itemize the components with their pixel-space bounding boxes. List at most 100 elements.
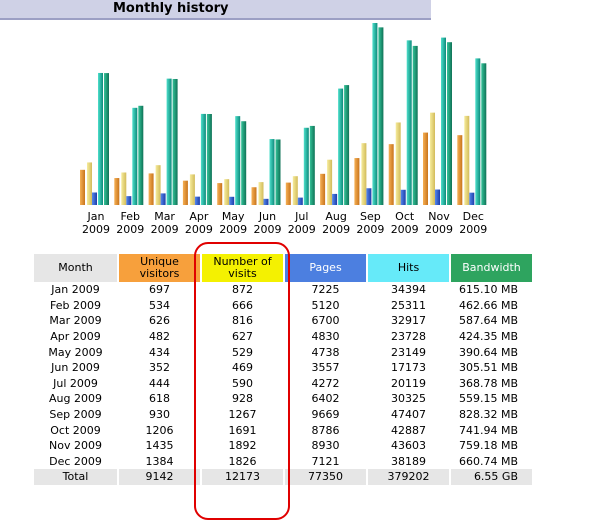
cell-pages: 9669 [311, 408, 340, 422]
cell-hits: 34394 [391, 283, 426, 297]
x-tick-label-month: Oct [395, 210, 415, 223]
cell-hits: 47407 [391, 408, 426, 422]
bar-number-of-visits-dec-2009 [464, 115, 470, 205]
x-tick-label-month: Jun [258, 210, 276, 223]
bar-bandwidth-jan-2009 [104, 73, 109, 205]
x-tick-label-month: Sep [360, 210, 381, 223]
table-row: Jun 2009 352 469 3557 17173 305.51 MB [34, 359, 532, 376]
cell-unique-visitors: 534 [149, 298, 170, 312]
cell-bandwidth: 424.35 MB [458, 330, 518, 344]
bar-pages-mar-2009 [160, 193, 166, 205]
highlight-circle-visits-column [194, 242, 290, 520]
bar-unique-visitors-jan-2009 [80, 169, 85, 205]
bar-pages-oct-2009 [400, 189, 406, 205]
bar-unique-visitors-may-2009 [217, 183, 223, 205]
x-tick-label-year: 2009 [356, 223, 384, 236]
bar-hits-oct-2009 [406, 40, 412, 206]
cell-bandwidth: 390.64 MB [458, 345, 518, 359]
bar-pages-may-2009 [229, 196, 235, 205]
bar-number-of-visits-jan-2009 [87, 162, 92, 205]
cell-month: Nov 2009 [34, 437, 117, 454]
bar-bandwidth-apr-2009 [206, 113, 212, 205]
cell-unique-visitors: 930 [149, 408, 170, 422]
cell-unique-visitors: 626 [149, 314, 170, 328]
col-header-bandwidth: Bandwidth [451, 254, 532, 282]
cell-pages: 4830 [311, 330, 340, 344]
bar-pages-nov-2009 [435, 189, 440, 205]
x-tick-label-year: 2009 [185, 223, 213, 236]
cell-number-of-visits: 12173 [202, 469, 283, 485]
cell-bandwidth: 6.55 GB [451, 469, 532, 485]
bar-hits-feb-2009 [132, 107, 138, 205]
bar-hits-may-2009 [235, 116, 241, 205]
cell-pages: 4738 [311, 345, 340, 359]
bar-bandwidth-jul-2009 [309, 125, 315, 205]
bar-unique-visitors-aug-2009 [320, 173, 326, 205]
cell-hits: 43603 [391, 439, 426, 453]
cell-number-of-visits: 1826 [228, 454, 257, 468]
bar-bandwidth-nov-2009 [447, 42, 452, 205]
bar-pages-jun-2009 [263, 198, 269, 205]
bar-number-of-visits-jul-2009 [292, 176, 298, 205]
bar-hits-apr-2009 [200, 113, 206, 205]
cell-number-of-visits: 1892 [228, 439, 257, 453]
cell-pages: 6700 [311, 314, 340, 328]
col-header-pages: Pages [285, 254, 366, 282]
bar-unique-visitors-feb-2009 [114, 178, 120, 205]
bar-pages-jan-2009 [92, 192, 97, 205]
section-title: Monthly history [113, 1, 229, 16]
cell-number-of-visits: 590 [232, 376, 253, 390]
bar-number-of-visits-sep-2009 [361, 143, 367, 205]
cell-number-of-visits: 816 [232, 314, 253, 328]
x-tick-label-year: 2009 [425, 223, 453, 236]
cell-month: Aug 2009 [34, 391, 117, 407]
x-tick-label-year: 2009 [288, 223, 316, 236]
cell-bandwidth: 305.51 MB [458, 361, 518, 375]
bar-number-of-visits-apr-2009 [189, 174, 195, 205]
table-body: Jan 2009 697 872 7225 34394 615.10 MB Feb 2009… [34, 282, 532, 485]
cell-bandwidth: 660.74 MB [458, 454, 518, 468]
cell-bandwidth: 559.15 MB [458, 392, 518, 406]
x-tick-label-year: 2009 [116, 223, 144, 236]
bar-number-of-visits-feb-2009 [121, 172, 127, 205]
cell-hits: 32917 [391, 314, 426, 328]
cell-unique-visitors: 482 [149, 330, 170, 344]
cell-unique-visitors: 1384 [145, 454, 174, 468]
cell-bandwidth: 587.64 MB [458, 314, 518, 328]
bar-number-of-visits-aug-2009 [327, 159, 333, 205]
cell-month: Jul 2009 [34, 375, 117, 392]
table-row: May 2009 434 529 4738 23149 390.64 MB [34, 344, 532, 360]
cell-pages: 4272 [311, 376, 340, 390]
bar-hits-jan-2009 [98, 72, 103, 205]
x-tick-label-year: 2009 [459, 223, 487, 236]
x-tick-label-year: 2009 [219, 223, 247, 236]
cell-number-of-visits: 1267 [228, 408, 257, 422]
cell-pages: 6402 [311, 392, 340, 406]
cell-month: Total [34, 469, 117, 485]
bar-number-of-visits-may-2009 [224, 179, 230, 205]
bar-bandwidth-dec-2009 [481, 63, 487, 205]
bar-unique-visitors-jul-2009 [285, 182, 291, 205]
bar-pages-jul-2009 [297, 197, 303, 205]
cell-number-of-visits: 469 [232, 361, 253, 375]
cell-pages: 8930 [311, 439, 340, 453]
cell-bandwidth: 828.32 MB [458, 408, 518, 422]
bar-number-of-visits-mar-2009 [155, 165, 161, 205]
cell-pages: 7121 [311, 454, 340, 468]
table-row: Aug 2009 618 928 6402 30325 559.15 MB [34, 391, 532, 407]
bar-number-of-visits-jun-2009 [258, 182, 264, 205]
monthly-bar-chart: Jan2009Feb2009Mar2009Apr2009May2009Jun20… [80, 23, 487, 236]
cell-bandwidth: 368.78 MB [458, 376, 518, 390]
bar-bandwidth-feb-2009 [138, 105, 144, 205]
x-tick-label-month: May [222, 210, 245, 223]
table-row: Apr 2009 482 627 4830 23728 424.35 MB [34, 328, 532, 345]
bar-pages-feb-2009 [126, 196, 132, 205]
cell-unique-visitors: 434 [149, 345, 170, 359]
bar-hits-mar-2009 [166, 78, 172, 205]
bar-hits-nov-2009 [441, 37, 446, 206]
bar-hits-aug-2009 [338, 88, 344, 205]
x-tick-label-month: Dec [463, 210, 484, 223]
cell-unique-visitors: 1435 [145, 439, 174, 453]
x-tick-label-year: 2009 [151, 223, 179, 236]
cell-number-of-visits: 872 [232, 283, 253, 297]
